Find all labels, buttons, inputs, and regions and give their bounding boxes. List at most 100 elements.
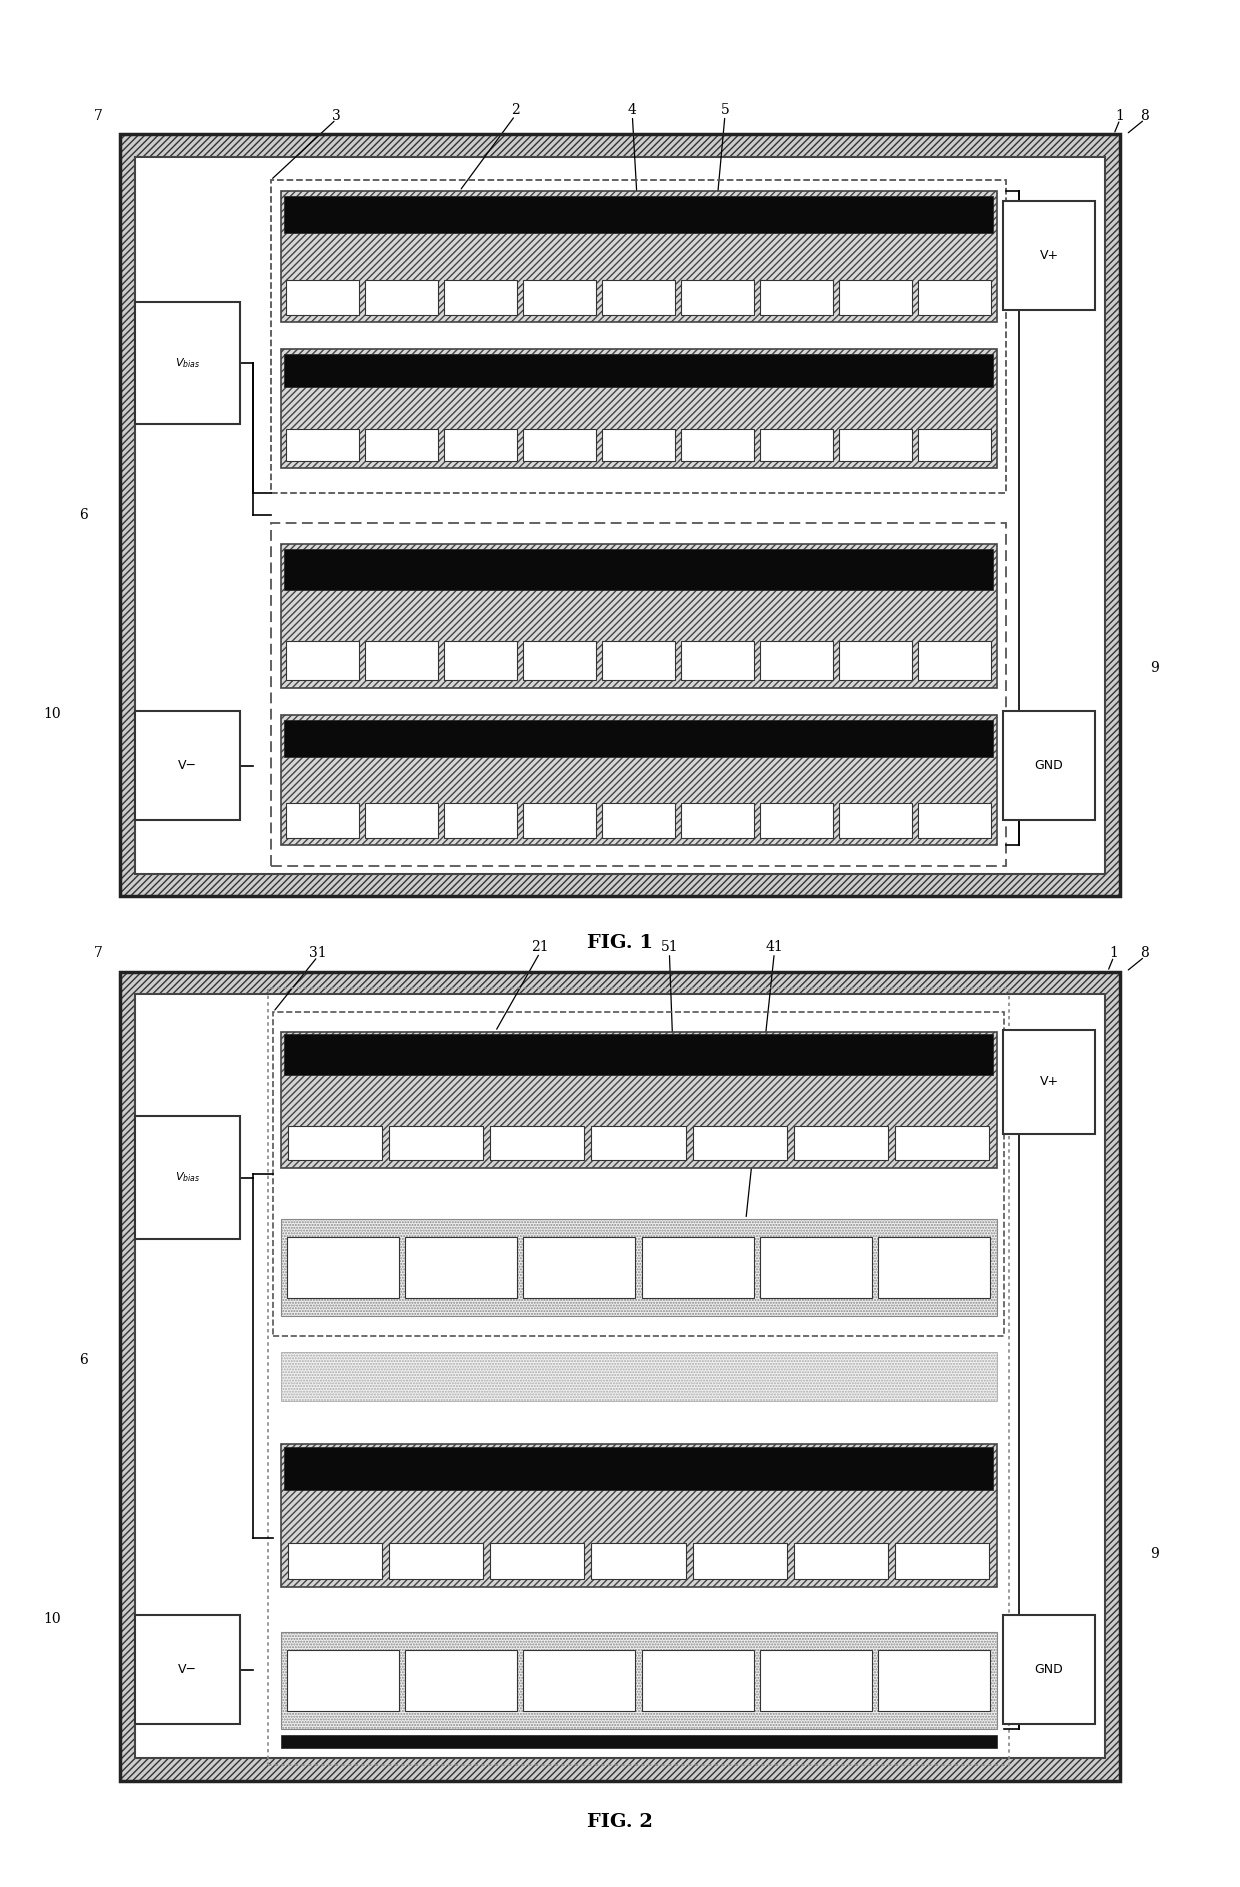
Text: 31: 31 [309,945,326,960]
Text: GND: GND [1034,1662,1064,1676]
Bar [135,994,1105,1759]
Bar [273,1011,1004,1336]
Text: 21: 21 [531,940,548,955]
Bar [523,1649,635,1712]
Text: 8: 8 [1141,945,1149,960]
Bar [878,1238,991,1298]
Text: V+: V+ [1039,249,1059,262]
Bar [444,804,517,838]
Text: 1: 1 [1110,945,1118,960]
Bar [135,1615,239,1725]
Bar [120,134,1120,896]
Bar [918,804,991,838]
Bar [1003,200,1095,309]
Bar [135,302,239,425]
Bar [284,353,993,387]
Bar [268,989,1009,1764]
Bar [895,1127,990,1161]
Text: 10: 10 [43,706,61,721]
Bar [280,1632,997,1728]
Text: 6: 6 [78,1353,87,1366]
Bar [490,1127,584,1161]
Bar [284,1034,993,1076]
Bar [490,1544,584,1579]
Bar [405,1649,517,1712]
Bar [591,1127,686,1161]
Text: 3: 3 [332,109,341,123]
Bar [838,279,911,315]
Bar [280,1219,997,1317]
Bar [286,428,360,460]
Bar [270,523,1007,866]
Bar [681,642,754,679]
Text: V−: V− [177,759,197,772]
Bar [794,1127,888,1161]
Bar [284,549,993,591]
Bar [601,428,675,460]
Bar [120,972,1120,1781]
Bar [1003,1615,1095,1725]
Bar [681,428,754,460]
Bar [280,1351,997,1400]
Bar [760,642,833,679]
Text: 41: 41 [765,940,784,955]
Bar [284,1447,993,1489]
Text: 1: 1 [1116,109,1125,123]
Bar [284,721,993,757]
Text: V+: V+ [1039,1076,1059,1089]
Text: 10: 10 [43,1611,61,1627]
Bar [760,804,833,838]
Bar [365,804,439,838]
Text: 4: 4 [627,104,637,117]
Bar [523,279,596,315]
Bar [284,196,993,234]
Bar [444,279,517,315]
Bar [895,1544,990,1579]
Bar [601,804,675,838]
Bar [120,972,1120,1781]
Bar [601,279,675,315]
Text: V−: V− [177,1662,197,1676]
Bar [270,179,1007,493]
Bar [641,1238,754,1298]
Bar [918,428,991,460]
Bar [918,279,991,315]
Bar [794,1544,888,1579]
Bar [280,1032,997,1168]
Bar [286,279,360,315]
Bar [280,1444,997,1587]
Bar [135,1117,239,1238]
Bar [288,1127,382,1161]
Bar [918,642,991,679]
Bar [286,1238,399,1298]
Bar [591,1544,686,1579]
Text: 5: 5 [720,104,729,117]
Text: 51: 51 [661,940,678,955]
Bar [838,642,911,679]
Bar [280,715,997,845]
Bar [760,1238,872,1298]
Bar [365,428,439,460]
Text: $V_{bias}$: $V_{bias}$ [175,1170,200,1185]
Bar [365,642,439,679]
Bar [1003,1030,1095,1134]
Bar [878,1649,991,1712]
Bar [365,279,439,315]
Bar [280,543,997,687]
Bar [288,1544,382,1579]
Text: 2: 2 [511,104,520,117]
Bar [280,191,997,323]
Bar [286,804,360,838]
Bar [286,1649,399,1712]
Bar [280,349,997,468]
Bar [838,804,911,838]
Bar [1003,711,1095,821]
Bar [280,1736,997,1749]
Bar [681,804,754,838]
Bar [523,642,596,679]
Bar [405,1238,517,1298]
Text: FIG. 1: FIG. 1 [587,934,653,953]
Bar [681,279,754,315]
Text: 9: 9 [1151,1547,1159,1561]
Bar [389,1127,484,1161]
